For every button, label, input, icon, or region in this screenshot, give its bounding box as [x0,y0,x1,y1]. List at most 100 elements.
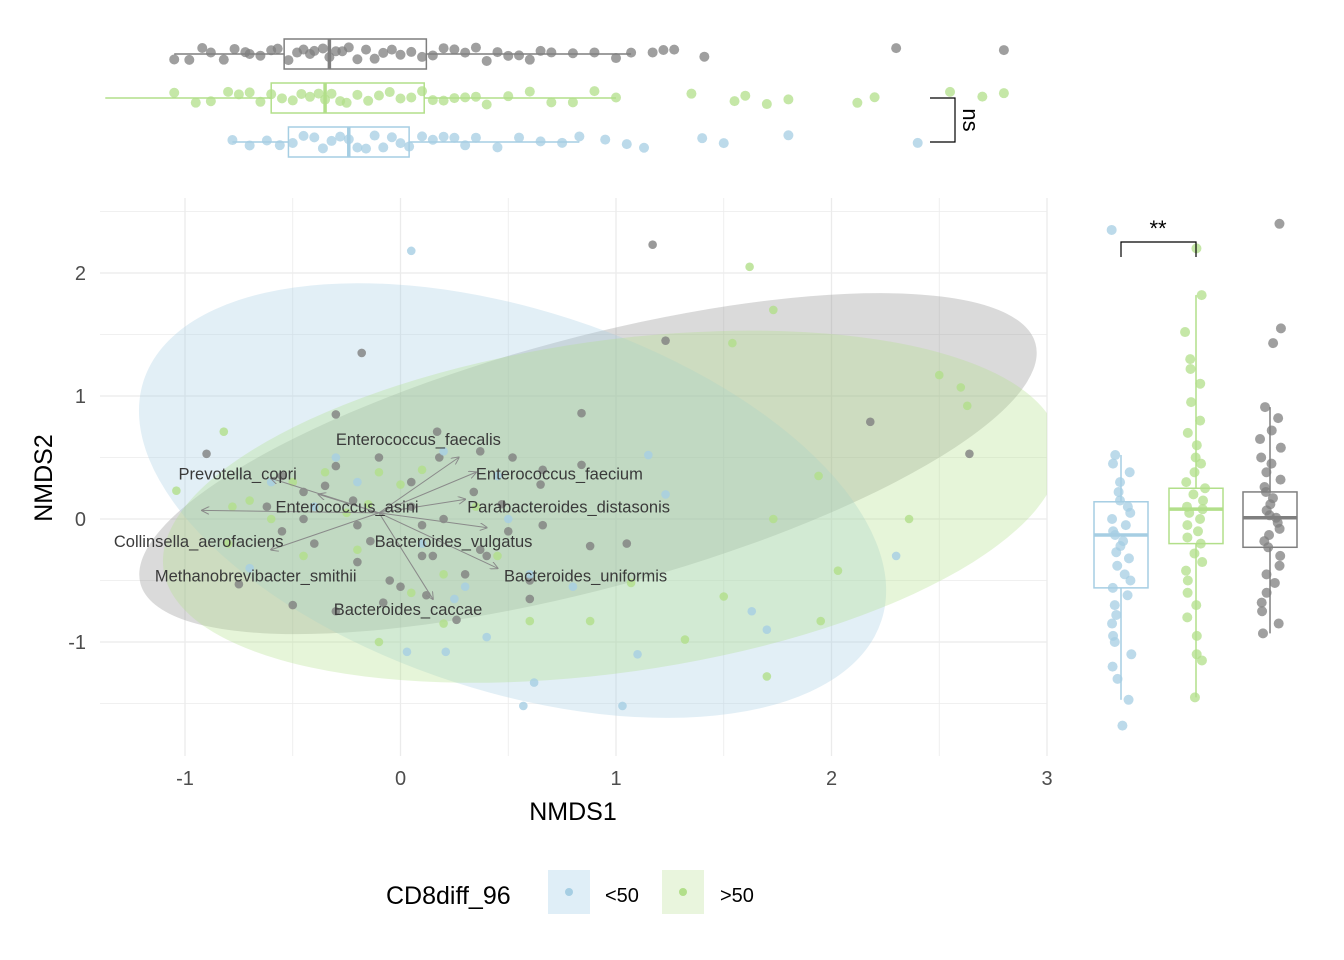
point-lt50 [633,650,642,659]
point-gt50 [396,480,405,489]
right-point-gray [1256,597,1267,608]
top-point-gt50 [783,94,794,105]
top-point-gt50 [460,92,471,103]
point-gray [299,514,308,524]
top-point-gray [386,44,397,55]
point-lt50 [331,453,341,462]
right-boxplot-panel: ** [1093,216,1298,731]
right-point-gray [1266,425,1277,436]
top-point-gt50 [304,91,315,102]
top-point-gray [514,50,525,61]
right-point-gt50 [1186,397,1197,408]
top-point-lt50 [492,142,503,153]
right-point-gt50 [1182,575,1193,586]
point-lt50 [310,502,319,512]
right-point-gray [1260,402,1271,413]
top-point-gt50 [427,95,438,106]
right-point-lt50 [1107,514,1118,524]
point-gt50 [228,502,237,512]
top-point-gt50 [869,92,880,103]
point-gray [310,539,319,548]
species-arrow [271,512,380,550]
right-point-gray [1261,587,1272,598]
point-lt50 [747,606,757,616]
point-gray [353,520,362,530]
top-point-lt50 [298,130,309,141]
right-point-lt50 [1122,590,1133,601]
top-point-lt50 [912,137,923,148]
top-point-gt50 [276,93,287,104]
right-point-gray [1273,618,1284,629]
top-point-gray [244,49,255,60]
right-significance-label: ** [1149,216,1167,241]
top-point-lt50 [514,132,525,143]
right-point-gt50 [1191,600,1202,611]
top-point-gray [272,43,283,54]
point-lt50 [529,678,539,687]
point-gt50 [680,635,690,644]
top-point-gray [481,55,492,66]
top-point-gt50 [373,90,384,101]
top-point-gt50 [852,97,863,108]
point-gray [648,240,657,250]
top-point-gt50 [395,93,406,104]
point-gt50 [816,616,826,626]
top-point-gt50 [313,88,324,99]
right-point-gt50 [1181,477,1192,488]
right-point-lt50 [1115,477,1126,488]
legend-label-lt50: <50 [605,885,639,907]
species-vectors: Enterococcus_faecalis Prevotella_copri Ent… [114,431,670,619]
top-point-gt50 [438,95,449,106]
y-tick-label: 1 [75,386,86,408]
top-point-gray [197,42,208,53]
top-point-lt50 [427,134,438,145]
point-gray [508,453,517,462]
top-box-gt50 [270,82,425,114]
point-lt50 [525,570,535,579]
top-point-lt50 [718,138,729,149]
top-point-lt50 [557,137,568,148]
point-gt50 [172,486,181,496]
point-gray [406,502,416,512]
top-point-lt50 [639,142,650,153]
top-point-lt50 [621,139,632,150]
right-point-lt50 [1109,637,1120,647]
axes: -1 0 1 2 3 -1 0 1 2 [68,263,1052,790]
point-gt50 [439,619,448,628]
top-point-gt50 [470,91,481,102]
right-point-gt50 [1185,363,1196,374]
top-point-gray [309,45,320,56]
point-lt50 [568,582,578,591]
top-point-gray [255,50,266,61]
top-point-lt50 [395,138,406,149]
point-gray [331,461,341,471]
top-point-gt50 [169,87,180,98]
top-point-gt50 [977,91,988,102]
point-gray [262,502,272,512]
top-point-gt50 [546,97,557,108]
point-gray [460,570,470,579]
x-tick-label: 1 [610,768,621,790]
right-point-lt50 [1123,694,1134,705]
top-point-gt50 [524,86,535,97]
top-point-gray [669,44,680,55]
point-gt50 [934,370,944,380]
top-point-gray [417,51,428,62]
point-lt50 [441,647,451,657]
right-point-gt50 [1188,489,1199,500]
top-point-lt50 [261,135,272,146]
species-arrow [378,512,498,568]
right-point-gray [1256,452,1267,463]
right-point-gt50 [1196,458,1207,469]
point-gray [469,487,479,497]
ellipse-gray [139,293,1037,635]
right-point-gray [1269,577,1280,588]
top-point-gray [891,43,902,54]
top-point-gray [699,51,710,62]
top-point-lt50 [470,132,481,143]
species-arrow [378,499,465,514]
point-lt50 [618,701,627,711]
top-point-lt50 [535,136,546,147]
point-gt50 [374,637,384,647]
top-point-lt50 [378,142,389,153]
